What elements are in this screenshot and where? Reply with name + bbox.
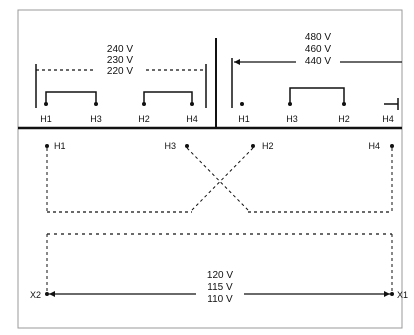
right-voltage-3: 440 V — [305, 56, 331, 67]
winding-crossover-a — [186, 147, 249, 211]
left-terminal-dot-h3 — [94, 102, 98, 106]
secondary-label-x1: X1 — [397, 290, 408, 300]
right-terminal-dot-h3 — [288, 102, 292, 106]
right-terminal-dot-h1 — [240, 102, 244, 106]
left-terminal-dot-h2 — [142, 102, 146, 106]
secondary-voltage-1: 120 V — [207, 270, 233, 281]
secondary-label-x2: X2 — [30, 290, 41, 300]
right-voltage-1: 480 V — [305, 32, 331, 43]
right-span-arrow-left — [234, 59, 240, 65]
left-terminal-label-h2: H2 — [138, 114, 150, 124]
winding-label-h1: H1 — [54, 141, 66, 151]
left-terminal-label-h4: H4 — [186, 114, 198, 124]
secondary-voltage-2: 115 V — [207, 282, 233, 293]
right-terminal-label-h1: H1 — [238, 114, 250, 124]
right-terminal-label-h4: H4 — [382, 114, 394, 124]
secondary-dot-x2 — [45, 292, 49, 296]
left-voltage-2: 230 V — [107, 55, 133, 66]
right-voltage-group: 480 V 460 V 440 V — [305, 32, 331, 67]
left-voltage-group: 240 V 230 V 220 V — [107, 44, 133, 77]
winding-label-h2: H2 — [262, 141, 274, 151]
left-terminal-dot-h4 — [190, 102, 194, 106]
left-terminal-label-h3: H3 — [90, 114, 102, 124]
left-voltage-1: 240 V — [107, 44, 133, 55]
secondary-dot-x1 — [390, 292, 394, 296]
winding-dot-h3 — [185, 144, 189, 148]
right-terminal-dot-h2 — [342, 102, 346, 106]
winding-dot-h2 — [251, 144, 255, 148]
winding-crossover-b — [191, 147, 254, 211]
right-jumper — [289, 87, 345, 104]
left-jumper-2 — [143, 91, 193, 104]
winding-dot-h4 — [390, 144, 394, 148]
left-jumper-1 — [45, 91, 97, 104]
secondary-voltage-group: 120 V 115 V 110 V — [207, 270, 233, 305]
right-voltage-2: 460 V — [305, 44, 331, 55]
secondary-voltage-3: 110 V — [207, 294, 233, 305]
secondary-arrow-right — [384, 291, 390, 297]
right-terminal-label-h3: H3 — [286, 114, 298, 124]
right-terminal-label-h2: H2 — [338, 114, 350, 124]
left-voltage-3: 220 V — [107, 66, 133, 77]
winding-dot-h1 — [45, 144, 49, 148]
left-terminal-label-h1: H1 — [40, 114, 52, 124]
diagram-frame — [17, 9, 403, 329]
secondary-arrow-left — [49, 291, 55, 297]
winding-label-h4: H4 — [368, 141, 380, 151]
left-terminal-dot-h1 — [44, 102, 48, 106]
winding-label-h3: H3 — [164, 141, 176, 151]
